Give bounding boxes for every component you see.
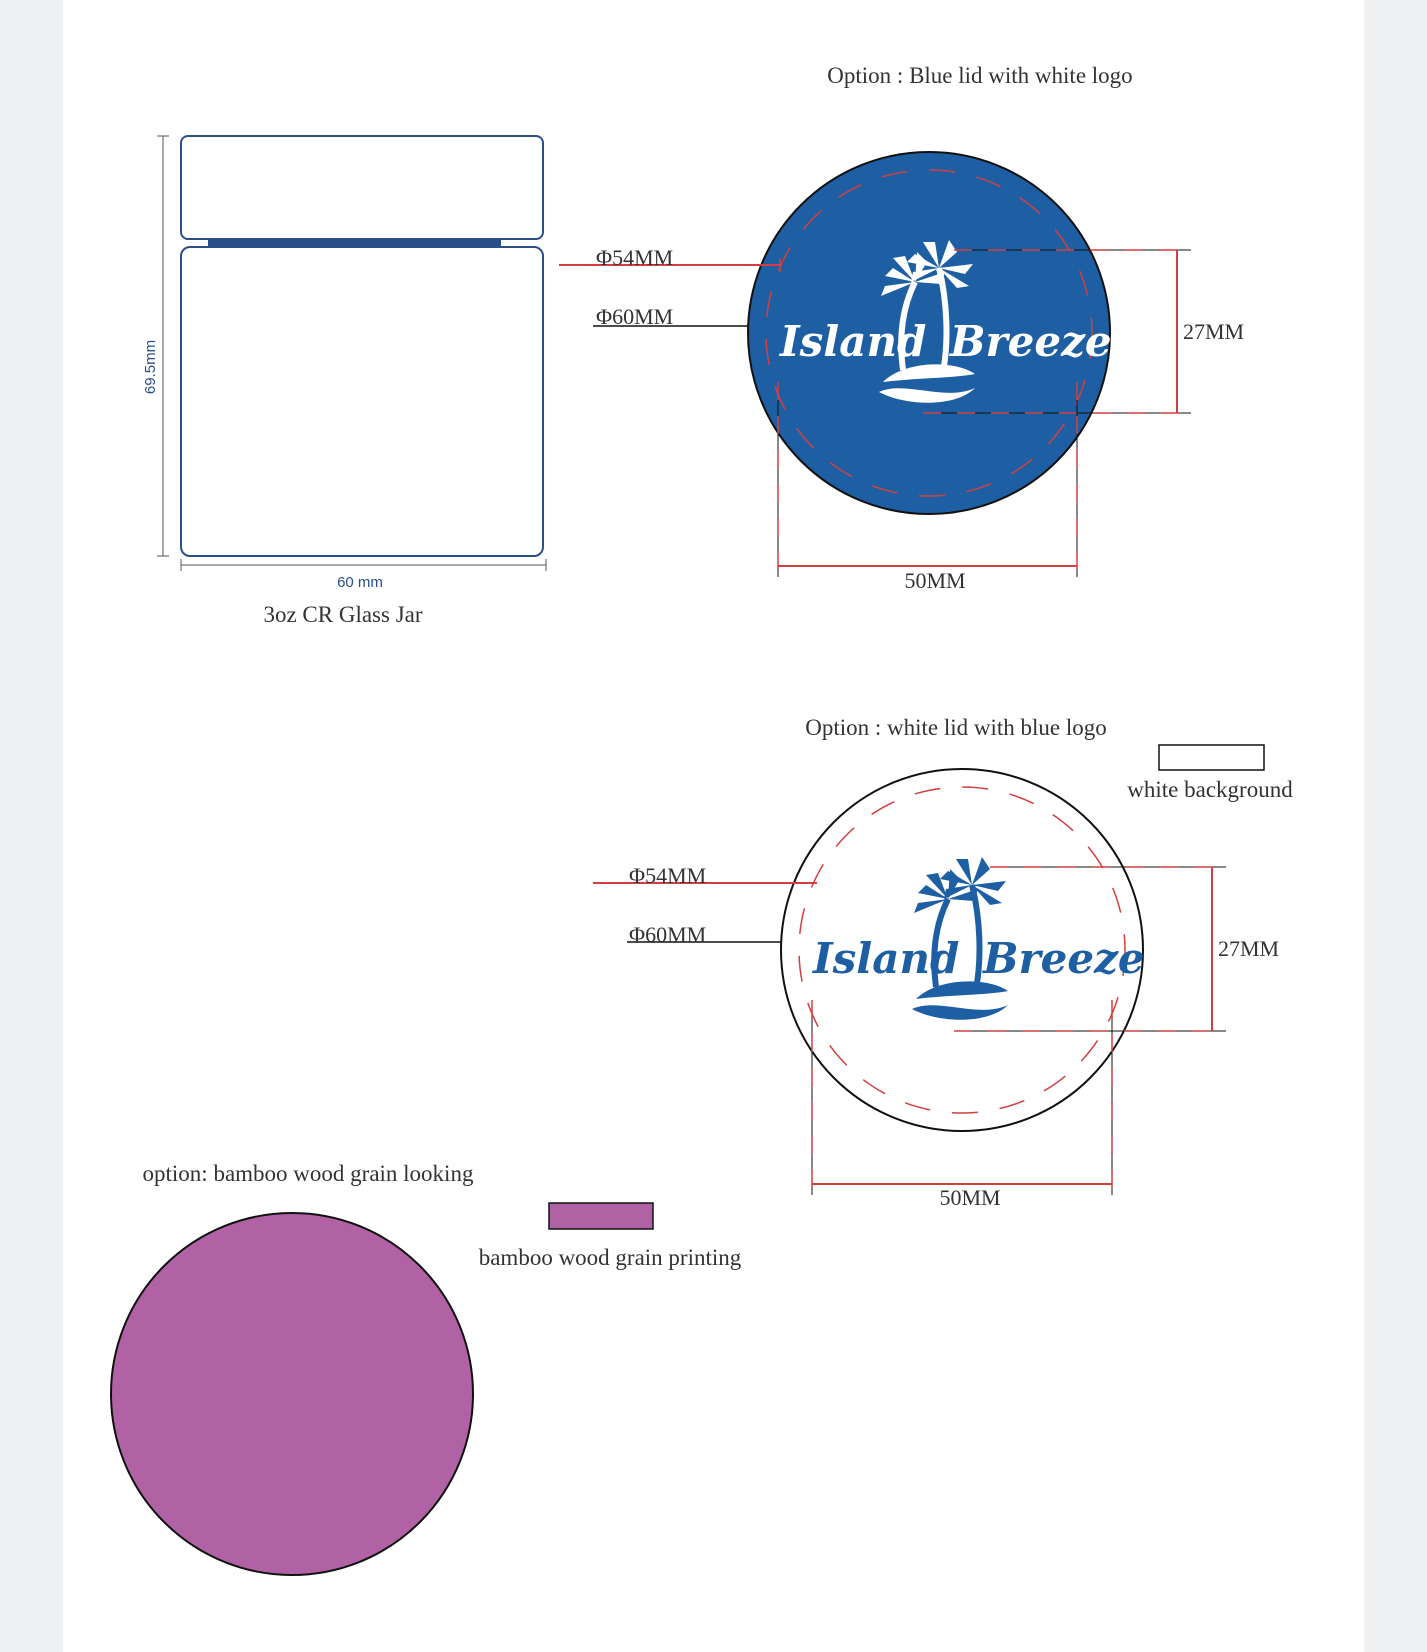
jar-body (180, 246, 544, 557)
jar-width-dimension (180, 559, 547, 571)
jar-drawing (180, 135, 544, 557)
blue-lid (747, 151, 1111, 515)
jar-height-label: 69.5mm (142, 340, 159, 394)
jar-name: 3oz CR Glass Jar (263, 602, 422, 627)
white-inner-diameter-label: Φ54MM (629, 863, 706, 888)
white-lid (780, 768, 1144, 1132)
jar-neck (208, 239, 501, 246)
logo-word-island: Island (812, 934, 959, 983)
logo-word-island: Island (779, 317, 926, 366)
white-logo-width-label: 50MM (939, 1185, 1000, 1210)
white-background-swatch (1158, 744, 1265, 771)
white-logo-height-label: 27MM (1218, 936, 1279, 961)
blue-inner-diameter-label: Φ54MM (596, 245, 673, 270)
option-bamboo-title: option: bamboo wood grain looking (143, 1161, 474, 1186)
white-dimensions (593, 866, 1226, 1195)
logo-farms: FARMS (937, 988, 968, 997)
blue-lid-print-area (765, 169, 1093, 497)
bamboo-swatch-label: bamboo wood grain printing (479, 1245, 742, 1270)
bamboo-lid (110, 1212, 474, 1576)
bamboo-swatch (548, 1202, 654, 1230)
white-lid-print-area (798, 786, 1126, 1114)
option-blue-title: Option : Blue lid with white logo (827, 63, 1132, 88)
jar-width-label: 60 mm (337, 574, 383, 591)
logo-word-breeze: Breeze (982, 934, 1145, 983)
logo-word-breeze: Breeze (949, 317, 1112, 366)
blue-logo-width-label: 50MM (904, 568, 965, 593)
blue-outer-diameter-label: Φ60MM (596, 304, 673, 329)
blue-logo-height-label: 27MM (1183, 319, 1244, 344)
blue-dimensions (559, 249, 1191, 577)
jar-height-dimension (157, 135, 169, 557)
option-white-title: Option : white lid with blue logo (805, 715, 1107, 740)
blue-lid-logo: Island Breeze FARMS (779, 240, 1112, 403)
logo-farms: FARMS (904, 371, 935, 380)
white-lid-logo: Island Breeze FARMS (812, 857, 1145, 1020)
white-outer-diameter-label: Φ60MM (629, 922, 706, 947)
jar-lid (180, 135, 544, 240)
white-background-label: white background (1127, 777, 1293, 802)
